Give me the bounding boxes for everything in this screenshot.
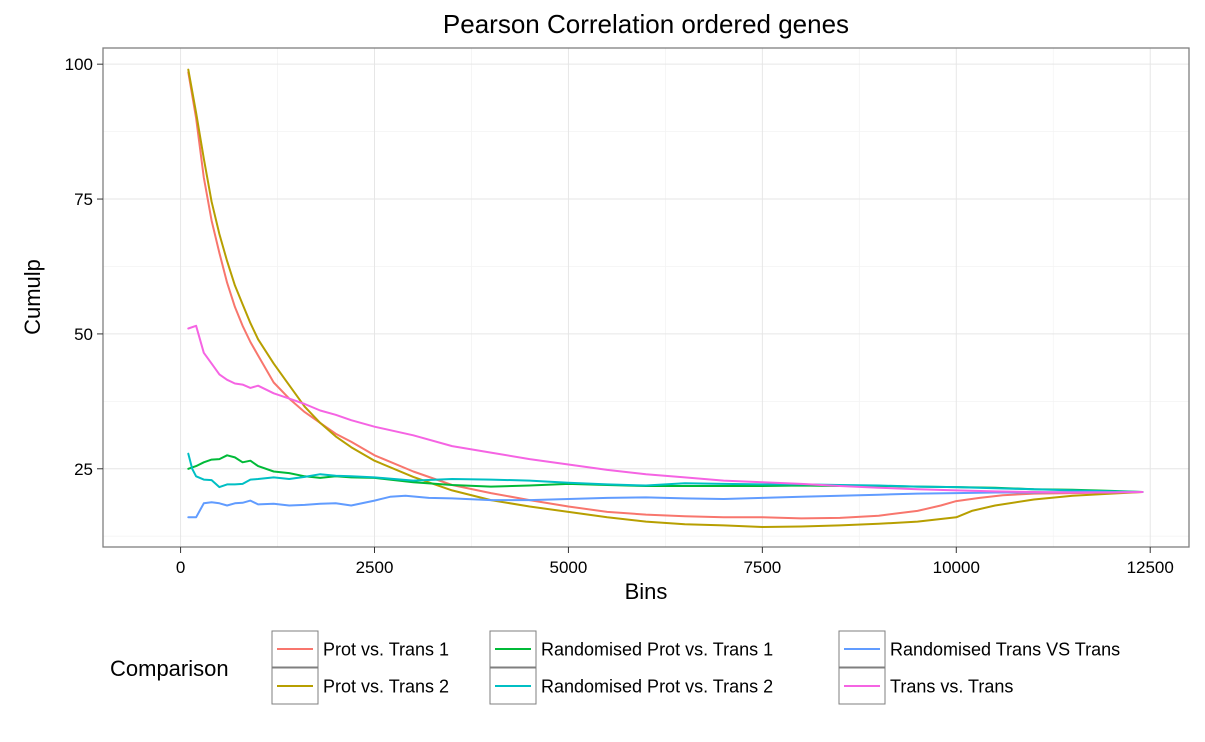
legend-label: Trans vs. Trans [890, 677, 1013, 697]
series-line-5 [187, 491, 1144, 519]
legend-label: Randomised Prot vs. Trans 1 [541, 640, 773, 660]
y-axis-label: Cumulp [20, 259, 45, 335]
series-line-4 [187, 452, 1144, 493]
plot-background [103, 48, 1189, 547]
plot-panel [102, 47, 1190, 548]
y-tick-label: 50 [74, 325, 93, 344]
legend-item-4: Randomised Prot vs. Trans 2 [489, 667, 773, 705]
legend: Comparison Prot vs. Trans 1 Prot vs. Tran… [110, 630, 1120, 705]
series-line-2 [187, 68, 1144, 528]
y-tick-label: 75 [74, 190, 93, 209]
x-tick-label: 10000 [933, 558, 980, 577]
series-line-6 [187, 324, 1144, 494]
legend-item-2: Prot vs. Trans 2 [271, 667, 449, 705]
legend-item-6: Trans vs. Trans [838, 667, 1013, 705]
series-line-1 [187, 71, 1144, 520]
x-tick-label: 7500 [743, 558, 781, 577]
legend-item-1: Prot vs. Trans 1 [271, 630, 449, 668]
legend-label: Randomised Trans VS Trans [890, 640, 1120, 660]
y-tick-label: 100 [65, 55, 93, 74]
x-axis-label: Bins [625, 579, 668, 604]
legend-label: Randomised Prot vs. Trans 2 [541, 677, 773, 697]
minor-grid [103, 48, 1189, 547]
y-axis: 25 50 75 100 [65, 55, 103, 479]
x-tick-label: 0 [176, 558, 185, 577]
legend-label: Prot vs. Trans 1 [323, 640, 449, 660]
x-tick-label: 2500 [356, 558, 394, 577]
series-lines [187, 68, 1144, 528]
y-tick-label: 25 [74, 460, 93, 479]
x-axis: 0 2500 5000 7500 10000 12500 [176, 547, 1174, 577]
major-grid [103, 48, 1189, 547]
legend-title: Comparison [110, 656, 229, 681]
plot-border [102, 47, 1190, 548]
legend-item-5: Randomised Trans VS Trans [838, 630, 1120, 668]
chart-title: Pearson Correlation ordered genes [443, 9, 849, 39]
legend-item-3: Randomised Prot vs. Trans 1 [489, 630, 773, 668]
x-tick-label: 5000 [550, 558, 588, 577]
x-tick-label: 12500 [1127, 558, 1174, 577]
legend-label: Prot vs. Trans 2 [323, 677, 449, 697]
